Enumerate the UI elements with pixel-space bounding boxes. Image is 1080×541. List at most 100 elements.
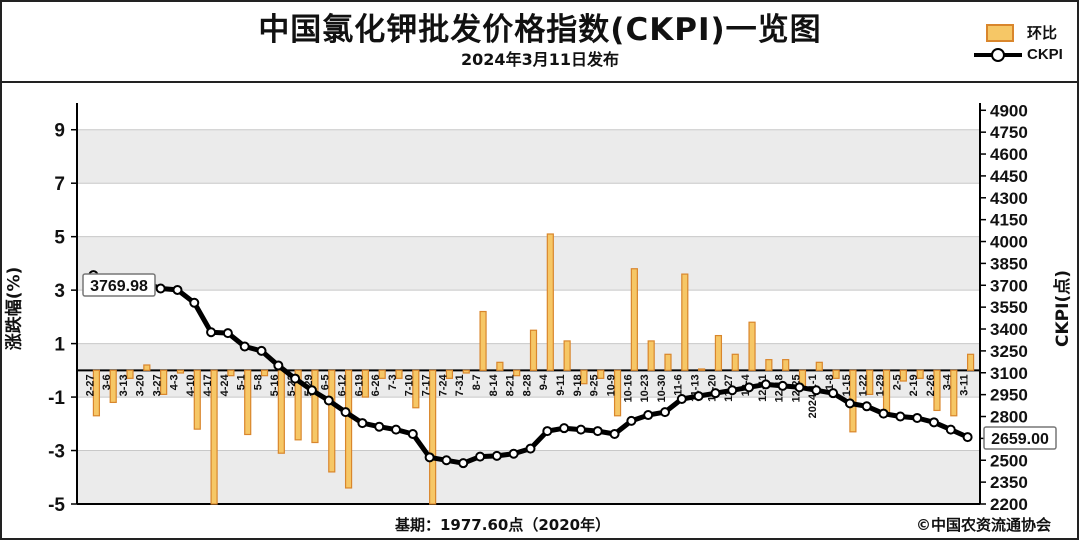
ckpi-point xyxy=(710,388,721,399)
category-label: 1-15 xyxy=(841,374,853,396)
category-label: 10-16 xyxy=(622,374,634,402)
ckpi-point xyxy=(928,417,939,428)
ckpi-point xyxy=(323,395,334,406)
value-callout: 2659.00 xyxy=(991,431,1049,448)
bar xyxy=(462,369,470,374)
bar xyxy=(698,368,706,371)
bar xyxy=(832,369,840,379)
ckpi-point xyxy=(643,410,654,421)
left-tick-label: -3 xyxy=(48,442,65,463)
bar xyxy=(378,369,386,379)
bar xyxy=(294,369,302,441)
category-label: 8-28 xyxy=(521,374,533,396)
left-tick-label: 5 xyxy=(54,228,65,249)
ckpi-point xyxy=(962,432,973,443)
legend-line-marker xyxy=(991,48,1005,62)
grid-band xyxy=(77,236,980,291)
left-tick-label: 9 xyxy=(54,121,65,142)
ckpi-point xyxy=(374,421,385,432)
bar xyxy=(630,268,638,371)
category-label: 1-8 xyxy=(824,374,836,390)
bar xyxy=(193,369,201,430)
bar xyxy=(731,353,739,371)
ckpi-point xyxy=(794,382,805,393)
ckpi-point xyxy=(155,283,166,294)
bar xyxy=(143,364,151,371)
category-label: 9-11 xyxy=(555,374,567,395)
ckpi-point xyxy=(256,345,267,356)
category-label: 3-11 xyxy=(959,374,971,395)
right-tick-label: 4900 xyxy=(990,101,1028,120)
bar xyxy=(361,369,369,398)
right-tick-label: 2200 xyxy=(990,495,1028,514)
category-label: 4-17 xyxy=(202,374,214,396)
right-tick-label: 3700 xyxy=(990,276,1028,295)
ckpi-point xyxy=(693,391,704,402)
value-callout-box xyxy=(983,426,1057,450)
bar xyxy=(328,369,336,473)
category-label: 2-27 xyxy=(84,374,96,396)
category-label: 9-18 xyxy=(572,374,584,396)
right-tick-label: 4750 xyxy=(990,123,1028,142)
category-label: 8-7 xyxy=(471,374,483,390)
category-label: 3-4 xyxy=(942,373,954,390)
category-label: 6-19 xyxy=(353,374,365,396)
bar xyxy=(210,369,218,505)
left-tick-label: 7 xyxy=(54,174,65,195)
bar xyxy=(479,310,487,371)
ckpi-point xyxy=(508,448,519,459)
category-label: 2024-1-1 xyxy=(807,374,819,418)
bar xyxy=(496,361,504,371)
category-label: 6-5 xyxy=(320,374,332,390)
bar xyxy=(529,329,538,371)
ckpi-point xyxy=(575,424,586,435)
category-label: 5-8 xyxy=(252,374,264,390)
category-label: 7-3 xyxy=(387,374,399,390)
left-tick-label: 1 xyxy=(54,335,65,356)
ckpi-point xyxy=(273,360,284,371)
bar xyxy=(395,369,403,379)
bar xyxy=(580,369,588,385)
bar xyxy=(597,369,605,379)
ckpi-point xyxy=(222,328,233,339)
category-label: 6-12 xyxy=(336,374,348,396)
right-tick-label: 3100 xyxy=(990,364,1028,383)
ckpi-point xyxy=(811,385,822,396)
ckpi-point xyxy=(441,455,452,466)
ckpi-point xyxy=(592,426,603,437)
left-tick-label: 3 xyxy=(54,281,65,302)
legend-bar-swatch xyxy=(986,24,1014,42)
grid-band xyxy=(77,450,980,504)
category-label: 10-30 xyxy=(656,374,668,402)
bar xyxy=(311,369,319,444)
bar xyxy=(227,369,235,377)
ckpi-point xyxy=(727,385,738,396)
legend-line-label: CKPI xyxy=(1027,46,1063,63)
ckpi-point xyxy=(659,407,670,418)
right-tick-label: 2350 xyxy=(990,473,1028,492)
category-label: 10-9 xyxy=(605,374,617,396)
ckpi-point xyxy=(340,407,351,418)
chart-title: 中国氯化钾批发价格指数(CKPI)一览图 xyxy=(258,12,822,48)
bar xyxy=(647,340,655,371)
category-label: 1-22 xyxy=(858,374,870,396)
bar xyxy=(429,369,437,505)
right-tick-label: 3250 xyxy=(990,342,1028,361)
bar xyxy=(126,369,134,379)
right-tick-label: 4450 xyxy=(990,167,1028,186)
ckpi-point xyxy=(424,452,435,463)
category-label: 9-4 xyxy=(538,373,550,390)
ckpi-point xyxy=(626,415,637,426)
bar xyxy=(160,369,168,395)
ckpi-point xyxy=(525,443,536,454)
right-tick-label: 3850 xyxy=(990,254,1028,273)
category-label: 5-1 xyxy=(236,374,248,390)
ckpi-point xyxy=(844,398,855,409)
copyright: ©中国农资流通协会 xyxy=(916,516,1052,534)
category-label: 10-23 xyxy=(639,374,651,402)
ckpi-point xyxy=(609,429,620,440)
ckpi-point xyxy=(391,424,402,435)
bar xyxy=(109,369,117,404)
bar xyxy=(176,369,185,374)
